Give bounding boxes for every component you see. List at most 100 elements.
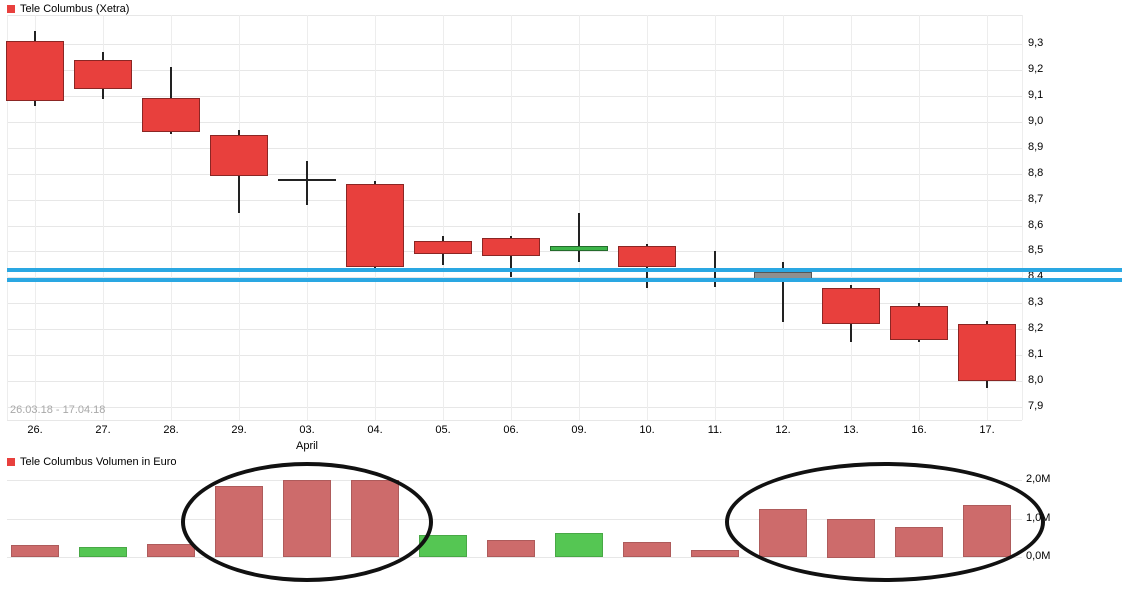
date-axis-label: 10.: [639, 424, 655, 436]
price-axis-tick-label: 9,2: [1028, 63, 1044, 75]
price-vertical-gridline: [443, 15, 444, 420]
date-axis-label: 27.: [95, 424, 111, 436]
candle-body: [74, 60, 132, 89]
price-axis-tick-label: 9,0: [1028, 115, 1044, 127]
candle-body: [482, 238, 540, 256]
support-line: [7, 278, 1122, 282]
price-plot-left-border: [7, 15, 8, 420]
volume-bar: [487, 540, 535, 557]
price-plot-right-border: [1022, 15, 1023, 420]
price-chart-title: Tele Columbus (Xetra): [20, 3, 130, 15]
candle-body: [346, 184, 404, 267]
date-axis-label: 28.: [163, 424, 179, 436]
price-vertical-gridline: [783, 15, 784, 420]
price-vertical-gridline: [715, 15, 716, 420]
price-axis-tick-label: 8,9: [1028, 141, 1044, 153]
price-gridline: [7, 96, 1022, 97]
price-axis-tick-label: 8,8: [1028, 167, 1044, 179]
price-vertical-gridline: [851, 15, 852, 420]
price-gridline: [7, 148, 1022, 149]
candle-wick: [782, 262, 784, 322]
volume-bar: [555, 533, 603, 557]
price-gridline: [7, 381, 1022, 382]
price-axis-tick-label: 8,0: [1028, 374, 1044, 386]
date-axis-label: 09.: [571, 424, 587, 436]
date-axis-label: 29.: [231, 424, 247, 436]
price-gridline: [7, 122, 1022, 123]
date-axis-label: 11.: [707, 424, 723, 436]
price-gridline: [7, 70, 1022, 71]
candle-wick: [510, 236, 512, 277]
candle-body: [6, 41, 64, 101]
price-vertical-gridline: [103, 15, 104, 420]
price-gridline: [7, 200, 1022, 201]
price-gridline: [7, 407, 1022, 408]
price-axis-tick-label: 7,9: [1028, 400, 1044, 412]
date-axis-label: 12.: [775, 424, 791, 436]
price-axis-tick-label: 8,1: [1028, 348, 1044, 360]
volume-legend-swatch-icon: [7, 458, 15, 466]
price-vertical-gridline: [307, 15, 308, 420]
price-axis-tick-label: 8,7: [1028, 193, 1044, 205]
price-axis-tick-label: 8,2: [1028, 322, 1044, 334]
date-range-label: 26.03.18 - 17.04.18: [10, 404, 106, 416]
price-gridline: [7, 277, 1022, 278]
price-gridline: [7, 355, 1022, 356]
price-vertical-gridline: [35, 15, 36, 420]
price-gridline: [7, 329, 1022, 330]
volume-bar: [11, 545, 59, 557]
volume-bar: [147, 544, 195, 557]
candle-body: [618, 246, 676, 267]
price-axis-tick-label: 8,5: [1028, 244, 1044, 256]
price-legend-swatch-icon: [7, 5, 15, 13]
price-vertical-gridline: [647, 15, 648, 420]
volume-chart-title: Tele Columbus Volumen in Euro: [20, 456, 177, 468]
price-axis-tick-label: 9,1: [1028, 89, 1044, 101]
price-axis-tick-label: 8,6: [1028, 219, 1044, 231]
volume-bar: [79, 547, 127, 557]
date-axis-label: 26.: [27, 424, 43, 436]
price-axis-tick-label: 8,3: [1028, 296, 1044, 308]
candle-body: [550, 246, 608, 251]
candle-body: [210, 135, 268, 176]
price-plot-top-border: [7, 15, 1022, 16]
volume-bar: [623, 542, 671, 557]
price-vertical-gridline: [987, 15, 988, 420]
candle-wick: [578, 213, 580, 262]
price-gridline: [7, 174, 1022, 175]
price-gridline: [7, 303, 1022, 304]
volume-bar: [691, 550, 739, 557]
date-axis-label: 04.: [367, 424, 383, 436]
month-axis-label: April: [295, 440, 318, 452]
price-plot-bottom-border: [7, 420, 1022, 421]
price-gridline: [7, 226, 1022, 227]
date-axis-label: 13.: [843, 424, 859, 436]
volume-axis-tick-label: 2,0M: [1026, 473, 1051, 485]
date-axis-label: 17.: [979, 424, 995, 436]
candle-body: [822, 288, 880, 324]
price-vertical-gridline: [919, 15, 920, 420]
candle-body: [142, 98, 200, 132]
date-axis-label: 05.: [435, 424, 451, 436]
candle-body: [278, 179, 336, 181]
date-axis-label: 03.: [299, 424, 315, 436]
annotation-ellipse: [725, 462, 1045, 582]
volume-chart-legend: Tele Columbus Volumen in Euro: [7, 456, 177, 468]
date-axis-label: 16.: [911, 424, 927, 436]
volume-gridline: [7, 519, 1022, 520]
annotation-ellipse: [181, 462, 433, 582]
volume-axis-tick-label: 0,0M: [1026, 550, 1051, 562]
candle-body: [890, 306, 948, 340]
price-vertical-gridline: [511, 15, 512, 420]
price-vertical-gridline: [171, 15, 172, 420]
candle-wick: [306, 161, 308, 205]
price-chart-legend: Tele Columbus (Xetra): [7, 3, 129, 15]
volume-gridline: [7, 480, 1022, 481]
price-vertical-gridline: [239, 15, 240, 420]
support-line: [7, 268, 1122, 272]
candle-body: [958, 324, 1016, 381]
candle-body: [414, 241, 472, 254]
volume-gridline: [7, 557, 1022, 558]
price-axis-tick-label: 9,3: [1028, 37, 1044, 49]
